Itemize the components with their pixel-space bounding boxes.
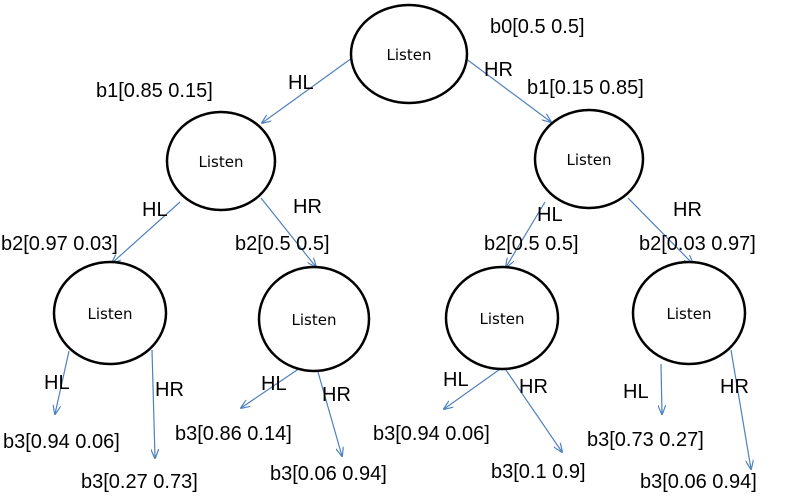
node-level2-d-label: Listen [667, 305, 712, 323]
edge-label-leaf-2: HR [155, 379, 184, 401]
edge-label-r1-left: HL [537, 204, 563, 226]
belief-b3-5: b3[0.94 0.06] [373, 423, 490, 445]
belief-b3-6: b3[0.1 0.9] [491, 461, 586, 483]
edge-leaf-7 [661, 363, 662, 414]
node-level2-c-label: Listen [480, 310, 525, 328]
edge-label-leaf-1: HL [44, 372, 70, 394]
node-level1-left-label: Listen [199, 153, 244, 171]
edge-label-l1-right: HR [293, 196, 322, 218]
edge-label-leaf-7: HL [623, 381, 649, 403]
belief-b1-left: b1[0.85 0.15] [96, 80, 213, 102]
belief-b2-right-right: b2[0.03 0.97] [639, 233, 756, 255]
belief-b3-3: b3[0.86 0.14] [175, 423, 292, 445]
edge-leaf-4 [317, 371, 342, 456]
edge-leaf-2 [152, 349, 155, 458]
node-level2-a: Listen [52, 260, 168, 366]
edge-right-to-rightleft [506, 201, 546, 267]
edge-leaf-5 [444, 366, 504, 409]
edge-leaf-8 [730, 349, 751, 469]
belief-b3-4: b3[0.06 0.94] [270, 463, 387, 485]
edge-root-to-right [464, 57, 551, 122]
edge-label-root-left: HL [288, 72, 314, 94]
node-level2-d: Listen [631, 260, 747, 366]
belief-b2-right-left: b2[0.5 0.5] [484, 233, 579, 255]
edge-label-leaf-3: HL [261, 373, 287, 395]
node-level1-left: Listen [165, 110, 277, 212]
edge-leaf-3 [241, 367, 301, 408]
edge-leaf-1 [55, 350, 70, 414]
belief-b3-7: b3[0.73 0.27] [587, 429, 704, 451]
node-root-label: Listen [387, 46, 432, 64]
edge-label-leaf-5: HL [443, 369, 469, 391]
belief-b3-2: b3[0.27 0.73] [81, 471, 198, 493]
belief-b3-8: b3[0.06 0.94] [640, 471, 757, 493]
node-level2-b-label: Listen [292, 311, 337, 329]
edge-label-leaf-4: HR [322, 384, 351, 406]
node-level1-right: Listen [533, 108, 645, 210]
edge-label-r1-right: HR [673, 199, 702, 221]
node-level2-c: Listen [444, 265, 560, 371]
belief-b1-right: b1[0.15 0.85] [527, 77, 644, 99]
belief-b2-left-left: b2[0.97 0.03] [1, 233, 118, 255]
edge-leaf-6 [505, 369, 562, 452]
edge-label-l1-left: HL [142, 199, 168, 221]
node-root: Listen [349, 3, 469, 105]
edge-label-leaf-8: HR [720, 376, 749, 398]
node-level1-right-label: Listen [567, 151, 612, 169]
edge-right-to-rightright [627, 197, 693, 264]
node-level2-b: Listen [257, 265, 371, 373]
belief-b2-left-right: b2[0.5 0.5] [235, 233, 330, 255]
belief-b0: b0[0.5 0.5] [490, 16, 585, 38]
edge-label-leaf-6: HR [519, 376, 548, 398]
edge-label-root-right: HR [484, 59, 513, 81]
edge-left-to-leftright [260, 197, 316, 267]
edge-left-to-leftleft [112, 201, 181, 263]
node-level2-a-label: Listen [88, 305, 133, 323]
edge-root-to-left [262, 57, 353, 123]
belief-b3-1: b3[0.94 0.06] [3, 431, 120, 453]
